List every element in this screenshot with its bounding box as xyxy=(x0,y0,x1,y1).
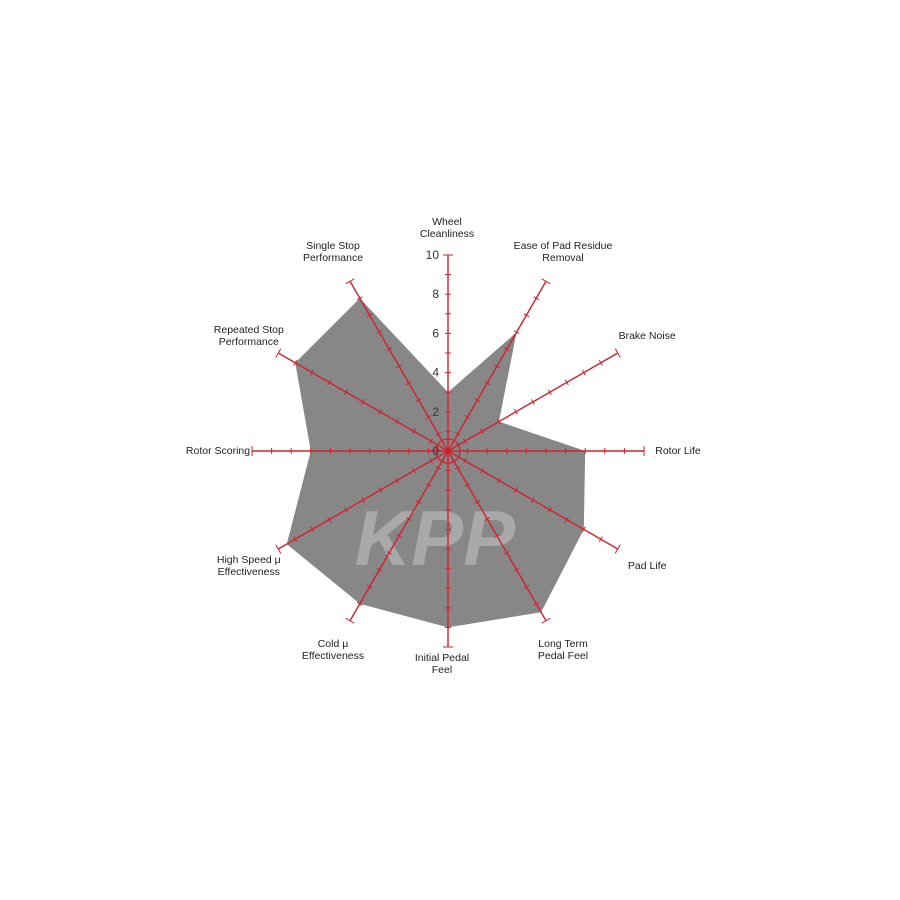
axis-label: Cold μ Effectiveness xyxy=(301,638,365,663)
axis-label: Long Term Pedal Feel xyxy=(537,638,589,663)
axis-tick xyxy=(598,359,603,366)
axis-tick xyxy=(395,477,400,484)
axis-tick xyxy=(435,432,442,436)
axis-tick xyxy=(435,466,442,470)
axis-tick xyxy=(429,438,433,445)
axis-tick xyxy=(503,347,510,352)
axis-tick xyxy=(474,398,481,403)
axis-tick xyxy=(366,584,373,589)
axis-tick xyxy=(530,399,535,405)
axis-label: Ease of Pad Residue Removal xyxy=(513,239,613,264)
axis-tick xyxy=(378,487,383,494)
axis-tick xyxy=(614,348,621,358)
axis-label: Initial Pedal Feel xyxy=(414,652,470,676)
axis-tick xyxy=(474,499,481,504)
axis-tick xyxy=(344,389,349,396)
axis-tick xyxy=(275,544,282,554)
axis-tick xyxy=(480,467,484,474)
axis-tick xyxy=(378,408,383,415)
axis-tick xyxy=(366,313,373,318)
axis-tick xyxy=(344,506,349,513)
axis-tick xyxy=(503,550,510,555)
axis-tick xyxy=(396,533,402,538)
axis-tick xyxy=(547,506,552,513)
axis-tick xyxy=(464,415,471,419)
axis-tick xyxy=(564,379,569,386)
axis-tick xyxy=(513,487,518,494)
axis-tick xyxy=(496,477,501,484)
data-area xyxy=(286,298,586,628)
axis-tick xyxy=(541,278,551,285)
axis-tick xyxy=(454,432,461,436)
axis-tick xyxy=(541,617,551,624)
axis-tick xyxy=(327,516,332,523)
axis-tick xyxy=(523,313,530,318)
axis-tick xyxy=(395,418,400,425)
axis-label: High Speed μ Effectiveness xyxy=(216,554,281,578)
axis-label: Rotor Scoring xyxy=(185,445,251,457)
axis-tick xyxy=(310,526,315,533)
axis-tick xyxy=(275,348,282,358)
axis-label: Wheel Cleanliness xyxy=(419,216,475,240)
axis-label: Repeated Stop Performance xyxy=(213,324,284,348)
axis-tick xyxy=(454,466,461,470)
axis-tick xyxy=(361,399,366,405)
axis-tick xyxy=(429,457,433,464)
axis-tick xyxy=(425,483,432,487)
axis-tick xyxy=(425,415,432,419)
axis-tick xyxy=(412,467,416,474)
axis-tick xyxy=(376,330,383,335)
axis-tick xyxy=(494,364,500,369)
axis-tick xyxy=(533,601,540,606)
axis-label: Brake Noise xyxy=(618,330,676,342)
axis-tick xyxy=(361,497,366,503)
axis-tick xyxy=(564,516,569,523)
axis-tick xyxy=(310,369,315,376)
axis-tick xyxy=(376,567,383,572)
axis-tick xyxy=(547,389,552,396)
kpp-watermark: KPP xyxy=(355,494,516,582)
axis-tick xyxy=(484,381,491,386)
axis-tick xyxy=(464,483,471,487)
axis-tick xyxy=(405,381,412,386)
tick-label: 8 xyxy=(432,287,439,301)
axis-label: Rotor Life xyxy=(655,445,701,457)
axis-tick xyxy=(513,567,520,572)
axis-tick xyxy=(530,497,535,503)
axis-tick xyxy=(598,536,603,543)
axis-tick xyxy=(386,550,393,555)
axis-tick xyxy=(396,364,402,369)
axis-tick xyxy=(415,398,422,403)
tick-label: 2 xyxy=(432,405,439,419)
axis-tick xyxy=(405,516,412,521)
tick-label: 4 xyxy=(432,366,439,380)
axis-tick xyxy=(614,544,621,554)
axis-tick xyxy=(463,438,467,445)
axis-tick xyxy=(415,499,422,504)
axis-tick xyxy=(412,428,416,435)
axis-tick xyxy=(463,457,467,464)
axis-tick xyxy=(523,584,530,589)
tick-label: 10 xyxy=(426,248,440,262)
axis-tick xyxy=(484,516,491,521)
axis-tick xyxy=(327,379,332,386)
axis-tick xyxy=(513,408,518,415)
axis-tick xyxy=(345,278,355,285)
tick-label: 6 xyxy=(432,326,439,340)
axis-tick xyxy=(494,533,500,538)
axis-tick xyxy=(581,369,586,376)
axis-label: Single Stop Performance xyxy=(302,239,364,264)
axis-tick xyxy=(386,347,393,352)
axis-tick xyxy=(345,617,355,624)
axis-label: Pad Life xyxy=(627,560,667,572)
axis-tick xyxy=(293,536,298,543)
tick-label: 0 xyxy=(432,444,439,458)
axis-tick xyxy=(480,428,484,435)
axis-tick xyxy=(533,296,540,301)
